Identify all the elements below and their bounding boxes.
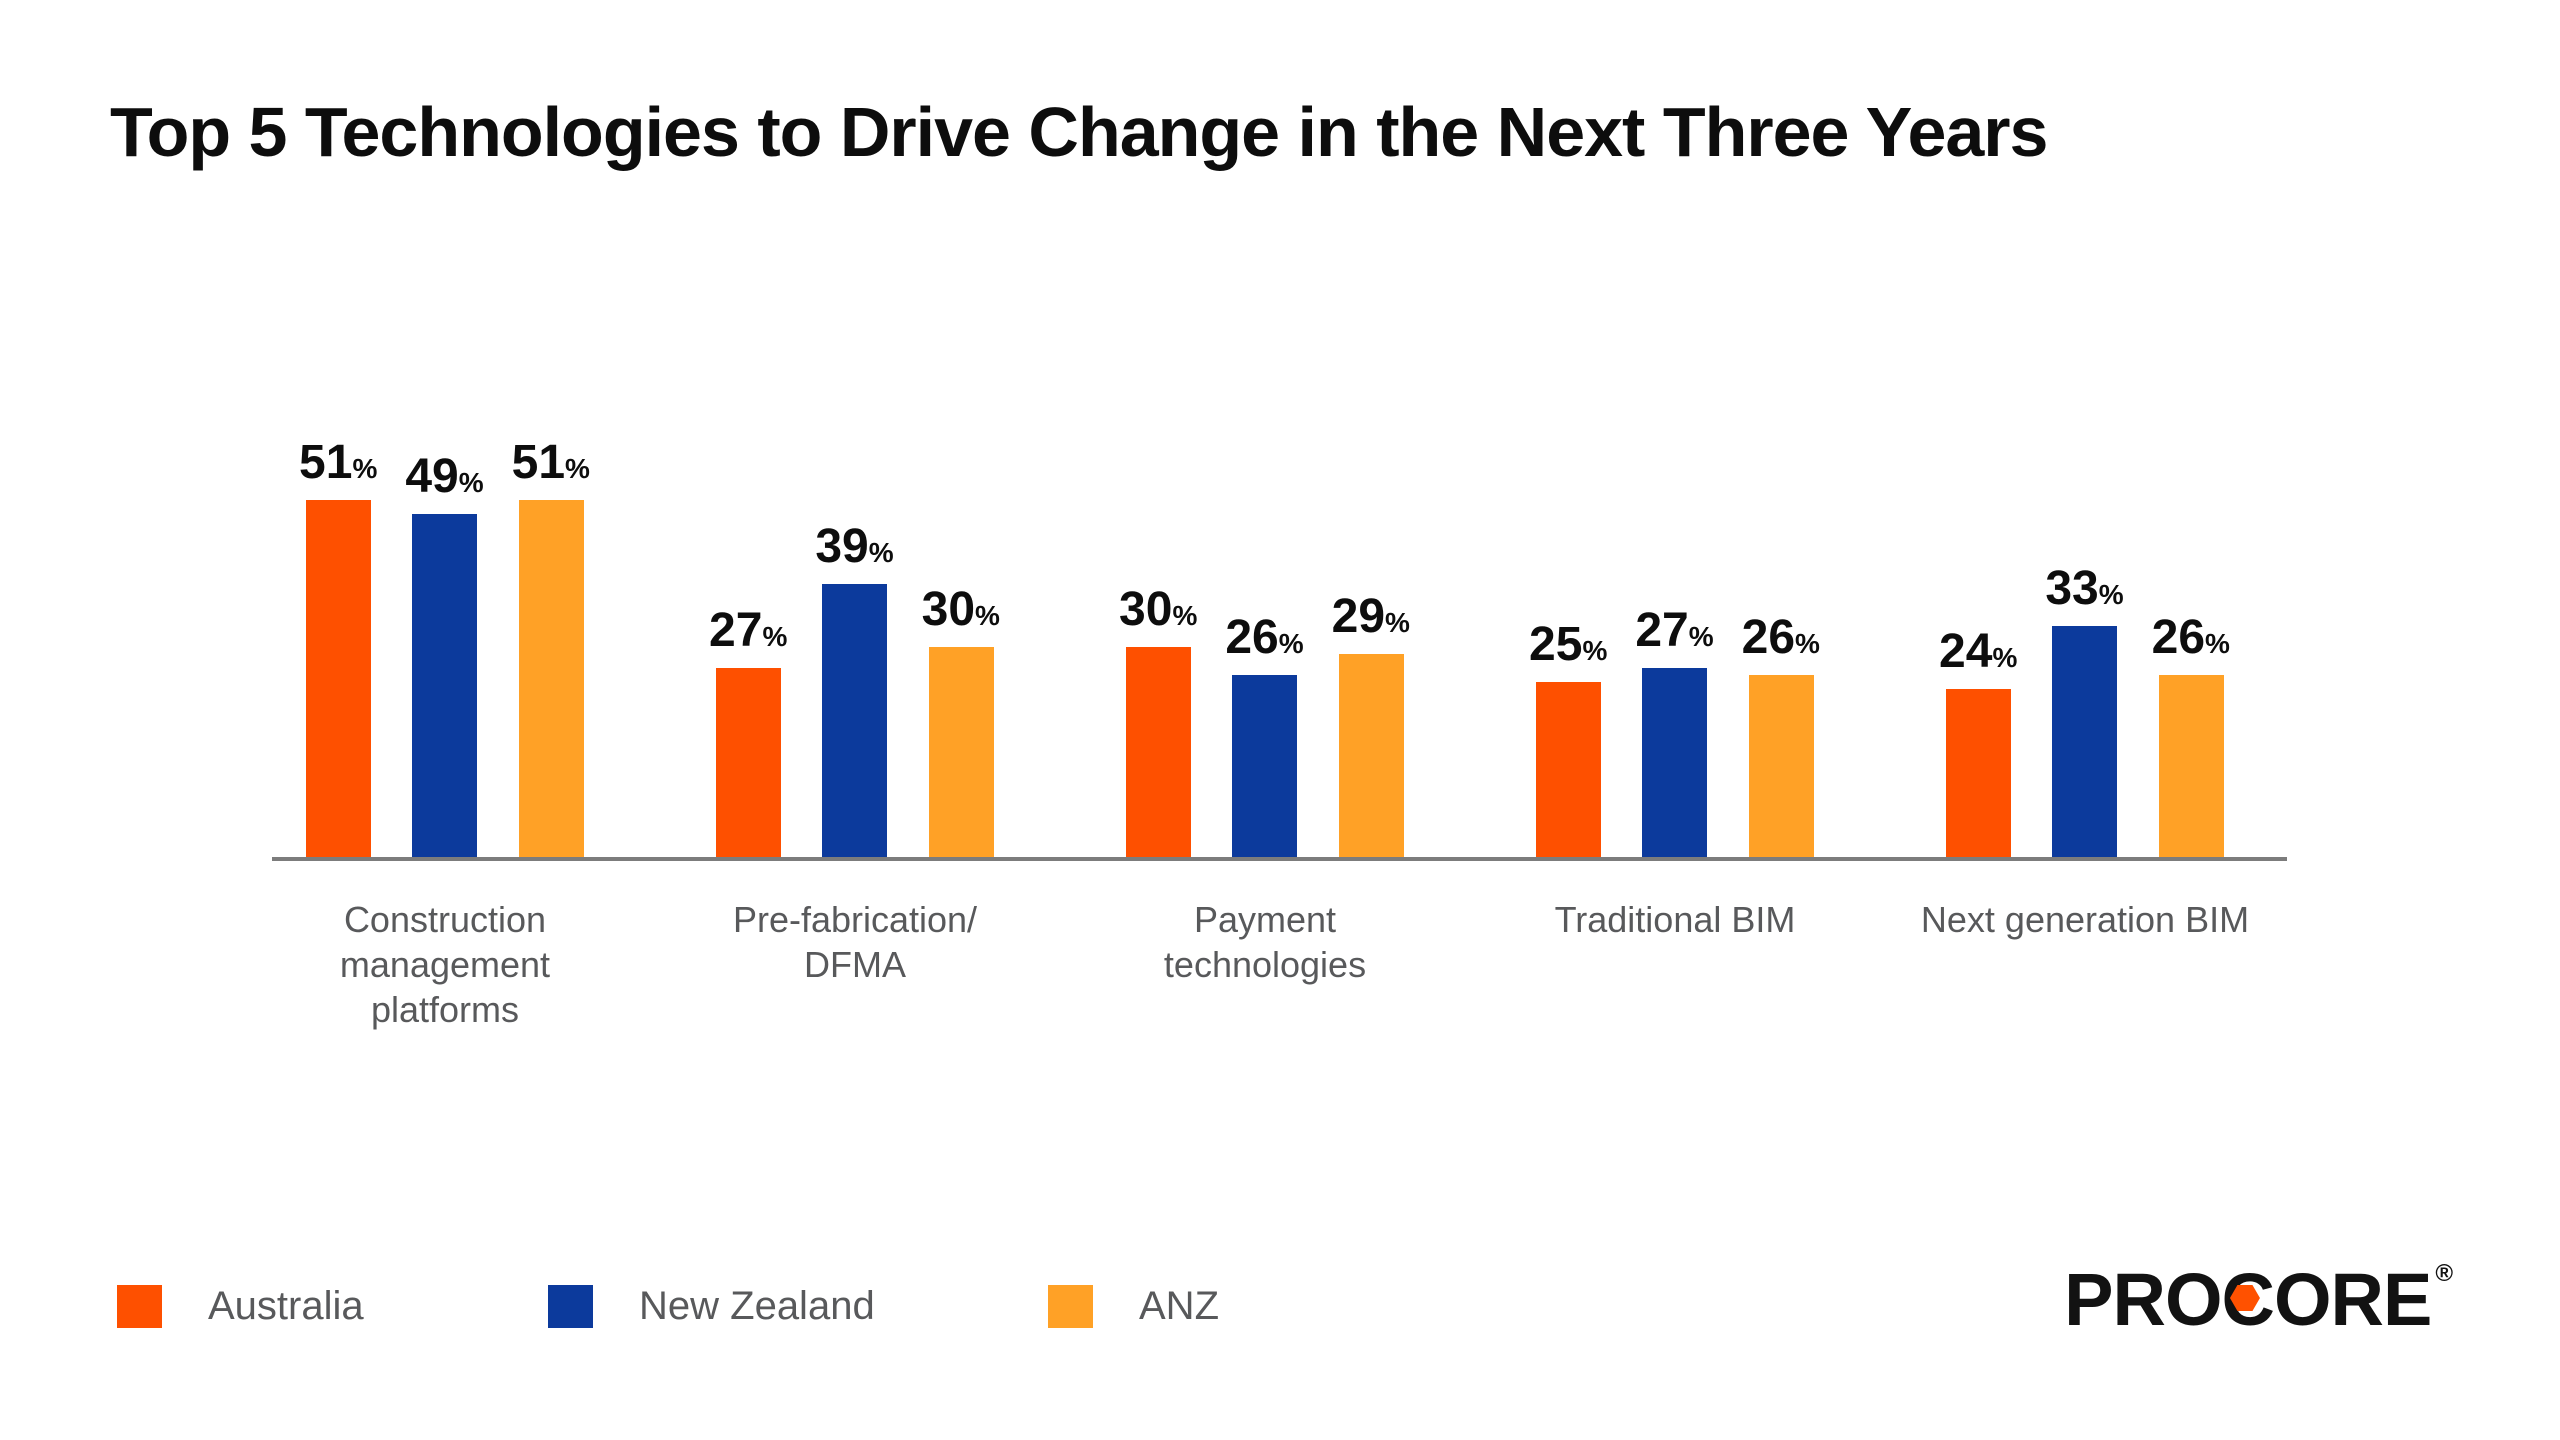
category-label: Construction management platforms [339,899,551,1030]
legend-item-new-zealand: New Zealand [548,1284,875,1329]
bar-australia [1946,689,2012,857]
value-label: 49% [405,450,485,503]
bar-group: 24% 33% 26% Next generation BIM [1895,562,2275,941]
value-label: 30% [1119,583,1199,636]
legend-swatch-icon [1048,1285,1093,1328]
legend-label: New Zealand [639,1284,875,1328]
value-label: 33% [2045,562,2125,615]
bar-group: 27% 39% 30% Pre-fabrication/ DFMA [665,520,1045,986]
legend-label: Australia [208,1284,364,1328]
hexagon-icon [2229,1285,2260,1311]
bar-group: 51% 49% 51% Construction management platfor… [255,436,635,1031]
value-label: 27% [709,604,789,657]
category-label: Next generation BIM [1920,899,2250,940]
procore-logo: PROCORE ® [2064,1260,2453,1337]
bar-anz [1338,654,1404,857]
bar-group: 30% 26% 29% Payment technologies [1075,583,1455,986]
value-label: 51% [511,436,591,489]
category-label: Payment technologies [1163,899,1367,985]
value-label: 26% [1741,611,1821,664]
value-label: 25% [1529,618,1609,671]
value-label: 27% [1635,604,1715,657]
legend-item-anz: ANZ [1048,1284,1219,1329]
bar-anz [1748,675,1814,857]
bar-australia [1536,682,1602,857]
bar-anz [928,647,994,857]
value-label: 30% [921,583,1001,636]
value-label: 24% [1939,625,2019,678]
bar-australia [1126,647,1192,857]
chart-legend: Australia New Zealand ANZ [0,1284,2560,1334]
value-label: 29% [1331,590,1411,643]
bar-anz [2158,675,2224,857]
category-label: Pre-fabrication/ DFMA [732,899,978,985]
value-label: 26% [1225,611,1305,664]
bar-australia [306,500,372,857]
bar-anz [518,500,584,857]
bar-chart: 51% 49% 51% Construction management platfor… [272,380,2287,1030]
registered-trademark-icon: ® [2435,1260,2453,1287]
value-label: 26% [2151,611,2231,664]
legend-swatch-icon [548,1285,593,1328]
logo-text-right: ORE [2273,1258,2432,1341]
bar-new-zealand [412,514,478,857]
bar-new-zealand [1232,675,1298,857]
value-label: 39% [815,520,895,573]
value-label: 51% [299,436,379,489]
bar-new-zealand [822,584,888,857]
legend-label: ANZ [1139,1284,1219,1328]
category-label: Traditional BIM [1554,899,1796,940]
legend-swatch-icon [117,1285,162,1328]
bar-australia [716,668,782,857]
bar-new-zealand [1642,668,1708,857]
bar-group: 25% 27% 26% Traditional BIM [1485,604,1865,941]
legend-item-australia: Australia [117,1284,364,1329]
chart-title: Top 5 Technologies to Drive Change in th… [110,93,2048,171]
bar-new-zealand [2052,626,2118,857]
